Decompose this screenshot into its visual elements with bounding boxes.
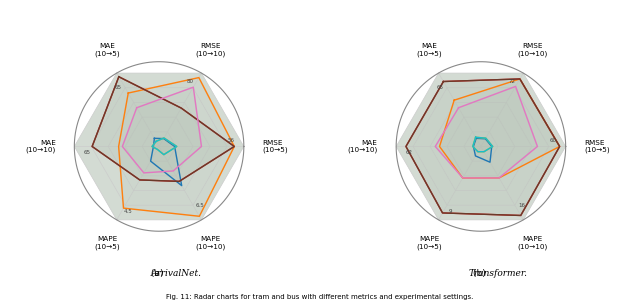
Text: RMSE
(10→10): RMSE (10→10) <box>518 43 548 57</box>
Text: MAPE
(10→5): MAPE (10→5) <box>95 236 120 249</box>
Text: 56: 56 <box>228 138 235 143</box>
Text: 4.5: 4.5 <box>124 209 132 214</box>
Text: MAPE
(10→5): MAPE (10→5) <box>417 236 442 249</box>
Polygon shape <box>152 138 177 155</box>
Text: RMSE
(10→10): RMSE (10→10) <box>196 43 226 57</box>
Polygon shape <box>150 138 182 186</box>
Polygon shape <box>473 137 493 152</box>
Polygon shape <box>152 138 177 155</box>
Polygon shape <box>74 73 244 220</box>
Text: 62: 62 <box>405 150 412 155</box>
Text: MAPE
(10→10): MAPE (10→10) <box>518 236 548 249</box>
Text: MAE
(10→10): MAE (10→10) <box>348 140 378 153</box>
Text: RMSE
(10→5): RMSE (10→5) <box>584 140 610 153</box>
Polygon shape <box>473 137 493 152</box>
Text: 9: 9 <box>448 209 452 214</box>
Polygon shape <box>406 79 559 215</box>
Text: Fig. 11: Radar charts for tram and bus with different metrics and experimental s: Fig. 11: Radar charts for tram and bus w… <box>166 294 474 300</box>
Text: MAPE
(10→10): MAPE (10→10) <box>196 236 226 249</box>
Text: RMSE
(10→5): RMSE (10→5) <box>262 140 288 153</box>
Text: Transformer.: Transformer. <box>468 269 527 278</box>
Text: 65: 65 <box>84 150 90 155</box>
Polygon shape <box>118 78 234 216</box>
Polygon shape <box>440 79 559 178</box>
Text: ArrivalNet.: ArrivalNet. <box>150 269 202 278</box>
Polygon shape <box>92 77 234 182</box>
Text: MAE
(10→10): MAE (10→10) <box>26 140 56 153</box>
Polygon shape <box>92 77 234 182</box>
Polygon shape <box>122 87 202 173</box>
Text: (b): (b) <box>473 269 489 278</box>
Polygon shape <box>435 86 538 178</box>
Text: 60: 60 <box>550 138 556 143</box>
Text: 65: 65 <box>436 85 444 90</box>
Text: 80: 80 <box>186 79 193 84</box>
Text: (a): (a) <box>152 269 167 278</box>
Text: 6.5: 6.5 <box>196 203 205 208</box>
Polygon shape <box>474 138 492 162</box>
Text: MAE
(10→5): MAE (10→5) <box>95 43 120 57</box>
Text: 65: 65 <box>115 85 122 90</box>
Text: 72: 72 <box>508 79 515 84</box>
Polygon shape <box>406 79 559 215</box>
Text: 16: 16 <box>518 203 525 208</box>
Text: MAE
(10→5): MAE (10→5) <box>417 43 442 57</box>
Polygon shape <box>396 73 566 220</box>
